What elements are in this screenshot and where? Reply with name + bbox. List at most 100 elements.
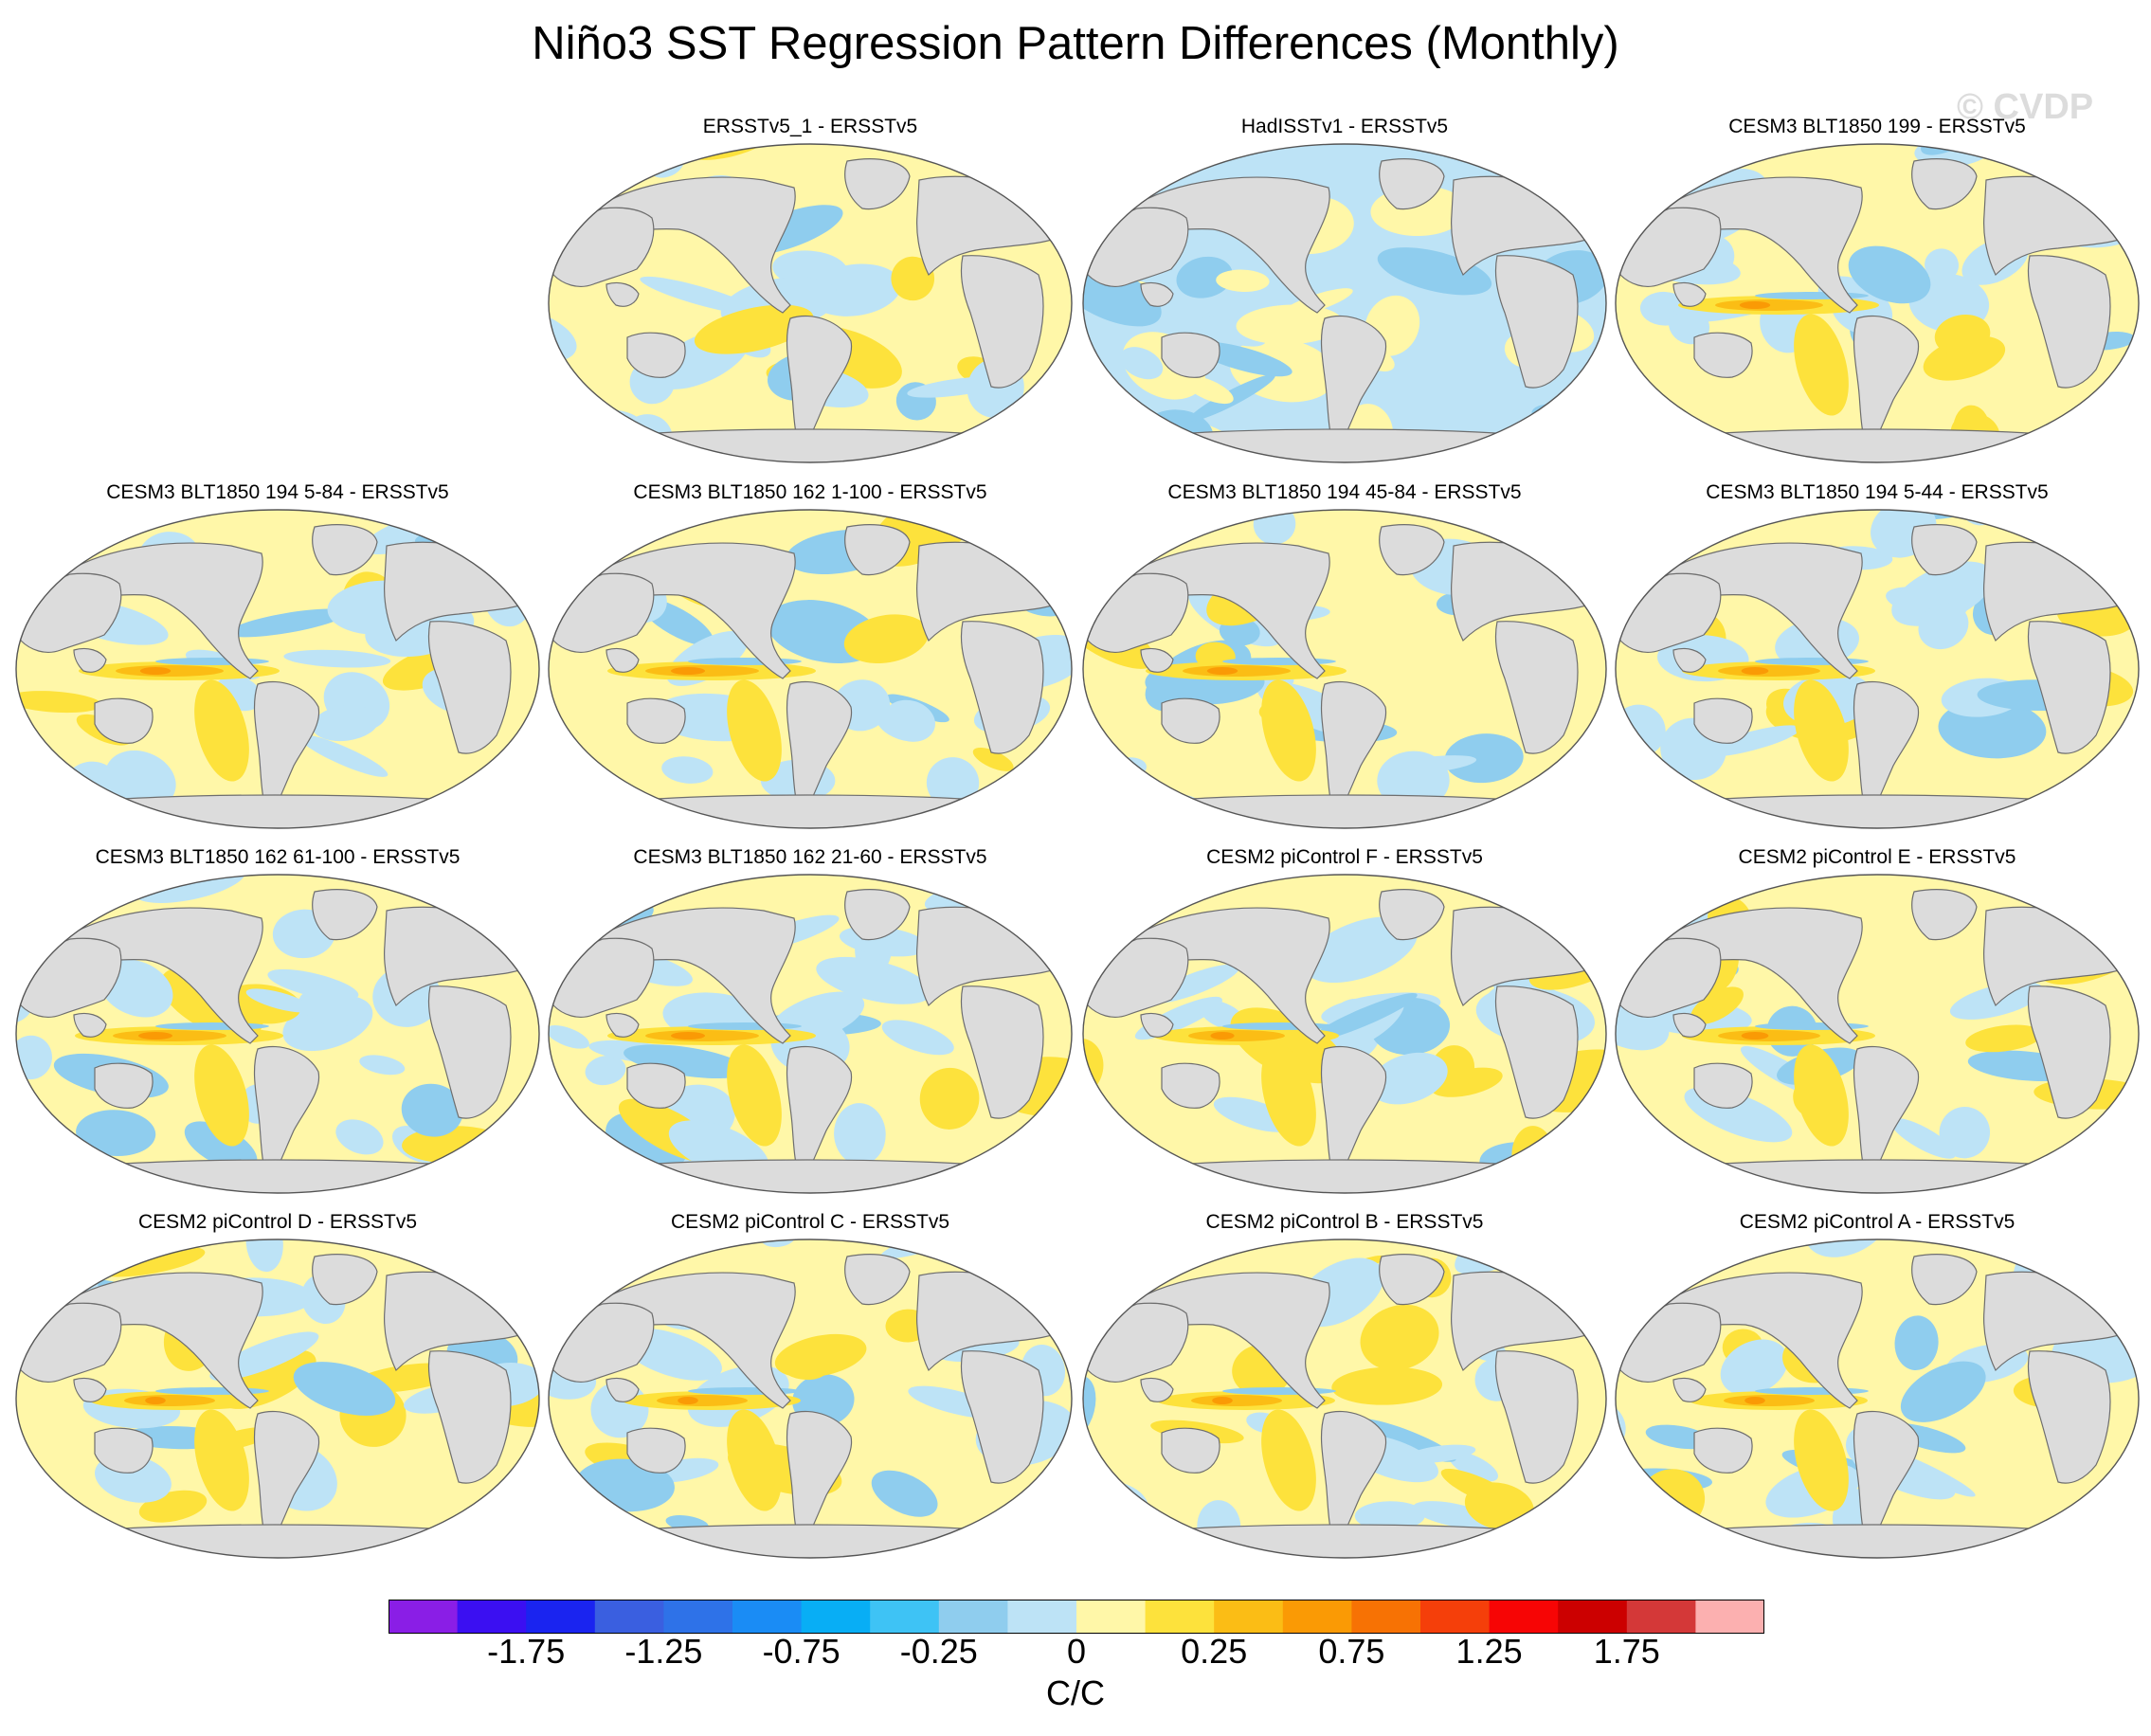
anomaly-region <box>1900 1361 1986 1422</box>
anomaly-region <box>283 649 391 668</box>
landmass <box>1320 1045 1387 1184</box>
landmass <box>312 524 378 576</box>
colorbar-tick-label: -0.25 <box>899 1632 978 1671</box>
colorbar-swatch <box>389 1600 459 1634</box>
map-outline <box>548 143 1073 463</box>
panel-title: CESM3 BLT1850 162 61-100 - ERSSTv5 <box>95 846 461 868</box>
colorbar-swatch <box>1145 1600 1215 1634</box>
map-panel-p5: CESM3 BLT1850 162 1-100 - ERSSTv5 <box>546 481 1075 832</box>
landmass <box>1853 680 1920 819</box>
map-outline <box>15 874 540 1194</box>
landmass <box>960 1350 1044 1484</box>
colorbar-swatch <box>1558 1600 1628 1634</box>
anomaly-region <box>1261 1409 1316 1511</box>
landmass <box>1494 621 1579 754</box>
panel-title: CESM3 BLT1850 194 5-44 - ERSSTv5 <box>1706 481 2049 503</box>
anomaly-region <box>940 875 1018 900</box>
landmass <box>94 1427 154 1474</box>
anomaly-region <box>1934 315 1991 356</box>
landmass <box>786 1045 853 1184</box>
anomaly-region <box>919 1067 980 1130</box>
map-panel-p2: HadISSTv1 - ERSSTv5 <box>1080 116 1609 466</box>
anomaly-region <box>694 304 814 354</box>
anomaly-region <box>1413 1501 1495 1529</box>
colorbar-swatch <box>1420 1600 1491 1634</box>
anomaly-region <box>1212 1397 1233 1404</box>
colorbar-swatch <box>1007 1600 1077 1634</box>
landmass <box>2027 255 2111 389</box>
anomaly-region <box>1449 1451 1498 1482</box>
anomaly-region <box>1894 1315 1939 1371</box>
anomaly-region <box>1794 1044 1849 1147</box>
anomaly-region <box>1616 901 1670 930</box>
landmass <box>1140 647 1174 673</box>
colorbar-swatch <box>870 1600 940 1634</box>
landmass <box>1693 1062 1753 1109</box>
anomaly-region <box>1613 1101 1615 1169</box>
anomaly-region <box>1083 1098 1095 1136</box>
anomaly-region <box>1616 813 1689 828</box>
anomaly-region <box>1848 245 1931 304</box>
anomaly-region <box>881 1020 954 1056</box>
anomaly-region <box>1794 314 1849 416</box>
anomaly-region <box>194 679 249 782</box>
world-map <box>15 1239 540 1559</box>
anomaly-region <box>972 747 1014 771</box>
anomaly-region <box>1002 814 1045 828</box>
anomaly-region <box>139 667 172 675</box>
landmass <box>606 1012 640 1038</box>
world-map <box>1613 1239 2140 1559</box>
map-panel-p1: ERSSTv5_1 - ERSSTv5 <box>546 116 1075 466</box>
map-panel-p7: CESM3 BLT1850 194 5-44 - ERSSTv5 <box>1613 481 2142 832</box>
anomaly-region <box>761 1239 796 1248</box>
anomaly-region <box>2065 163 2127 189</box>
panel-title: ERSSTv5_1 - ERSSTv5 <box>702 116 918 137</box>
landmass <box>73 647 107 673</box>
landmass <box>960 255 1044 389</box>
colorbar-tick-labels: -1.75 -1.25 -0.75 -0.25 0 0.25 0.75 1.25 1.75 <box>0 1632 2151 1679</box>
panel-title: CESM2 piControl A - ERSSTv5 <box>1739 1211 2015 1233</box>
world-map <box>1082 509 1607 829</box>
landmass <box>1911 158 1978 210</box>
anomaly-region <box>1718 665 1820 677</box>
anomaly-region <box>1083 261 1162 327</box>
anomaly-region <box>1191 1395 1282 1406</box>
anomaly-region <box>546 389 557 464</box>
panel-title: HadISSTv1 - ERSSTv5 <box>1240 116 1449 137</box>
map-panel-p12: CESM2 piControl D - ERSSTv5 <box>13 1211 542 1562</box>
world-map <box>546 143 1073 464</box>
anomaly-region <box>1511 510 1606 548</box>
landmass <box>606 1377 640 1402</box>
colorbar <box>389 1600 1764 1634</box>
landmass <box>786 315 853 453</box>
anomaly-region <box>267 968 359 1001</box>
anomaly-region <box>1210 1032 1235 1040</box>
landmass <box>606 281 640 307</box>
landmass <box>94 697 154 744</box>
anomaly-region <box>124 1395 215 1406</box>
landmass <box>1672 647 1707 673</box>
world-map <box>1082 143 1607 463</box>
landmass <box>1320 680 1387 819</box>
colorbar-swatch <box>801 1600 871 1634</box>
anomaly-region <box>727 1409 782 1511</box>
anomaly-region <box>497 510 539 517</box>
colorbar-tick-label: -1.25 <box>624 1632 703 1671</box>
colorbar-swatch <box>1489 1600 1559 1634</box>
colorbar-swatch <box>663 1600 733 1634</box>
anomaly-region <box>1741 667 1769 675</box>
anomaly-region <box>671 667 705 675</box>
anomaly-region <box>657 1395 748 1406</box>
landmass <box>1161 1427 1220 1474</box>
landmass <box>1672 1012 1707 1038</box>
anomaly-region <box>1613 1458 1617 1532</box>
landmass <box>626 1062 686 1109</box>
landmass <box>1379 158 1445 210</box>
anomaly-region <box>549 151 597 215</box>
colorbar-tick-label: 0.25 <box>1181 1632 1248 1671</box>
panel-title: CESM2 piControl B - ERSSTv5 <box>1205 1211 1484 1233</box>
panel-title: CESM2 piControl E - ERSSTv5 <box>1738 846 2016 868</box>
anomaly-region <box>2138 531 2142 573</box>
colorbar-swatch <box>938 1600 1008 1634</box>
landmass <box>1494 255 1579 389</box>
